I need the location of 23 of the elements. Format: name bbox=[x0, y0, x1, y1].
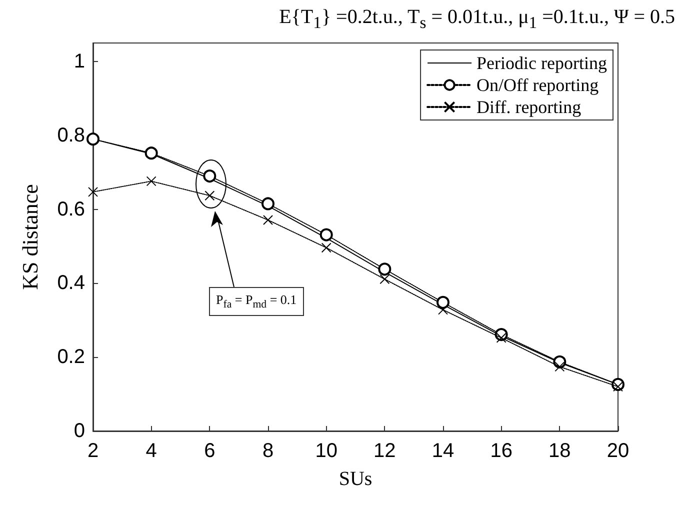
legend-label: Periodic reporting bbox=[476, 53, 608, 73]
legend-label: Diff. reporting bbox=[476, 97, 582, 117]
x-tick-label: 2 bbox=[87, 440, 99, 462]
x-tick-label: 12 bbox=[374, 440, 396, 462]
y-tick-label: 0.4 bbox=[57, 272, 85, 294]
y-tick-label: 0.2 bbox=[57, 346, 85, 368]
legend-label: On/Off reporting bbox=[476, 75, 599, 95]
x-tick-label: 20 bbox=[606, 440, 630, 462]
y-tick-label: 0.8 bbox=[57, 124, 85, 146]
y-tick-label: 0.6 bbox=[57, 198, 85, 220]
x-tick-label: 6 bbox=[204, 440, 216, 462]
x-tick-label: 10 bbox=[315, 440, 338, 462]
y-tick-label: 1 bbox=[74, 50, 85, 72]
annotation: P$_{fa}$ = P$_{md}$ = 0.1 bbox=[209, 287, 304, 316]
chart-title: E{T$_{1}$} =0.2t.u., T$_{s}$ = 0.01t.u., μ$_{1}$ =0.1t.u., Ψ = 0.5 bbox=[278, 6, 676, 33]
x-tick-label: 16 bbox=[490, 440, 512, 462]
x-tick-label: 14 bbox=[432, 440, 454, 462]
y-tick-label: 0 bbox=[74, 420, 85, 442]
x-tick-label: 18 bbox=[548, 440, 571, 462]
x-tick-label: 8 bbox=[262, 440, 274, 462]
y-axis-title: KS distance bbox=[18, 184, 42, 290]
x-tick-label: 4 bbox=[146, 440, 157, 462]
x-axis-title: SUs bbox=[338, 468, 372, 490]
